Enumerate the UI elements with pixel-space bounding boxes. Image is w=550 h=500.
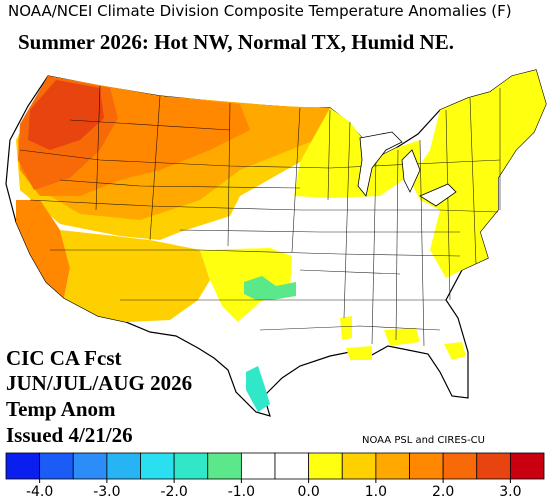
legend-tick-label: -3.0 bbox=[93, 484, 120, 500]
anom-louisiana bbox=[346, 346, 372, 360]
data-credit: NOAA PSL and CIRES-CU bbox=[362, 435, 485, 446]
map-subtitle: Summer 2026: Hot NW, Normal TX, Humid NE… bbox=[18, 30, 454, 54]
legend-swatch bbox=[308, 452, 343, 480]
legend-swatch bbox=[240, 452, 276, 480]
anom-florida bbox=[444, 342, 466, 360]
map-title: NOAA/NCEI Climate Division Composite Tem… bbox=[8, 2, 512, 20]
forecast-variable: Temp Anom bbox=[6, 397, 116, 421]
color-legend: -4.0-3.0-2.0-1.00.01.02.03.04.0 bbox=[5, 452, 545, 500]
state-borders bbox=[19, 85, 501, 347]
anom-nw-4 bbox=[28, 80, 104, 150]
legend-swatch bbox=[409, 452, 444, 480]
anom-gulf-coast bbox=[340, 316, 352, 340]
legend-swatch bbox=[207, 452, 242, 480]
forecast-label: CIC CA Fcst bbox=[6, 346, 122, 370]
forecast-issued: Issued 4/21/26 bbox=[6, 423, 133, 447]
legend-swatch bbox=[72, 452, 108, 480]
legend-swatch bbox=[509, 452, 545, 480]
legend-swatch bbox=[39, 452, 74, 480]
anom-nm-cool bbox=[244, 276, 296, 300]
anom-s-texas-cool bbox=[246, 366, 270, 412]
legend-swatch bbox=[106, 452, 141, 480]
legend-tick-label: 2.0 bbox=[432, 484, 454, 500]
legend-swatch bbox=[173, 452, 209, 480]
legend-swatch bbox=[140, 452, 175, 480]
anom-california bbox=[16, 200, 70, 298]
legend-tick-label: 3.0 bbox=[499, 484, 521, 500]
legend-tick-label: -4.0 bbox=[26, 484, 53, 500]
us-climate-division-map bbox=[5, 69, 547, 417]
legend-swatch bbox=[375, 452, 410, 480]
legend-tick-label: -1.0 bbox=[228, 484, 255, 500]
legend-swatch bbox=[476, 452, 511, 480]
anom-panhandle bbox=[384, 328, 420, 346]
legend-swatch bbox=[274, 452, 310, 480]
anom-upper-midwest bbox=[294, 108, 420, 198]
anom-sw-1 bbox=[60, 230, 210, 322]
legend-swatch bbox=[442, 452, 478, 480]
anom-northeast bbox=[410, 70, 546, 278]
legend-swatch bbox=[341, 452, 377, 480]
forecast-period: JUN/JUL/AUG 2026 bbox=[6, 371, 193, 395]
legend-swatch bbox=[5, 452, 41, 480]
legend-tick-label: -2.0 bbox=[160, 484, 187, 500]
legend-tick-label: 1.0 bbox=[365, 484, 387, 500]
legend-tick-label: 0.0 bbox=[297, 484, 319, 500]
great-lakes bbox=[357, 131, 457, 207]
